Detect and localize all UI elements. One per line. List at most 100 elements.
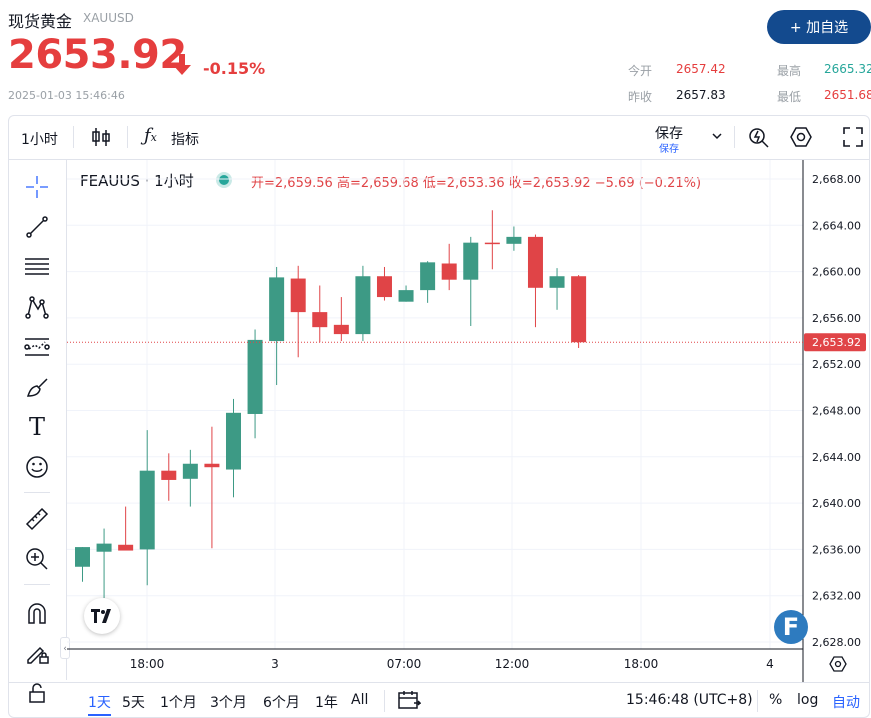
- legend-ohlc: 开=2,659.56 高=2,659.68 低=2,653.36 收=2,653…: [251, 172, 701, 191]
- low-label: 最低: [777, 90, 802, 104]
- candle-body: [398, 290, 414, 302]
- unlock-icon[interactable]: [22, 678, 52, 708]
- interval-selector[interactable]: 1小时: [21, 132, 58, 148]
- y-tick-label: 2,640.00: [812, 497, 861, 510]
- log-toggle[interactable]: log: [797, 692, 819, 708]
- brand-f-logo: F: [774, 610, 808, 644]
- last-price-label: 2,653.92: [812, 336, 861, 349]
- candle-body: [441, 263, 457, 280]
- candle-body: [312, 312, 328, 328]
- brush-icon[interactable]: [22, 372, 52, 402]
- range-5[interactable]: 1年: [315, 695, 338, 711]
- auto-scale-toggle[interactable]: 自动: [832, 695, 860, 711]
- candle-body: [333, 324, 349, 335]
- indicators-button[interactable]: 指标: [171, 132, 199, 148]
- change-percent: -0.15%: [203, 59, 266, 78]
- candles-icon[interactable]: [90, 126, 112, 152]
- down-arrow-icon: [172, 54, 192, 80]
- settings-icon[interactable]: [789, 125, 813, 153]
- chevron-down-icon[interactable]: [710, 128, 724, 147]
- y-tick-label: 2,656.00: [812, 312, 861, 325]
- tradingview-logo[interactable]: [84, 598, 120, 634]
- market-open-indicator: [219, 175, 229, 185]
- bottom-divider-v: [384, 690, 385, 712]
- candle-body: [506, 236, 522, 244]
- low-value: 2651.68: [824, 88, 871, 102]
- percent-toggle[interactable]: %: [769, 692, 783, 708]
- text-icon[interactable]: T: [28, 413, 45, 441]
- emoji-icon[interactable]: [22, 452, 52, 482]
- candle-body: [182, 463, 198, 479]
- y-tick-label: 2,632.00: [812, 590, 861, 603]
- candle-body: [269, 277, 285, 342]
- x-tick-label: 07:00: [387, 657, 422, 671]
- range-1[interactable]: 5天: [122, 695, 145, 711]
- bottom-divider-v: [757, 690, 758, 712]
- y-tick-label: 2,664.00: [812, 219, 861, 232]
- last-price: 2653.92: [8, 32, 187, 78]
- legend-high: 高=2,659.68: [336, 176, 419, 191]
- open-label: 今开: [628, 64, 653, 78]
- range-2[interactable]: 1个月: [160, 695, 197, 711]
- y-tick-label: 2,636.00: [812, 543, 861, 556]
- quick-search-icon[interactable]: [747, 125, 771, 153]
- y-tick-label: 2,652.00: [812, 358, 861, 371]
- high-label: 最高: [777, 64, 802, 78]
- candle-body: [376, 276, 392, 298]
- y-tick-label: 2,668.00: [812, 173, 861, 186]
- x-tick-label: 18:00: [624, 657, 659, 671]
- save-subtitle: 保存: [659, 144, 679, 155]
- candle-body: [75, 547, 90, 567]
- range-4[interactable]: 6个月: [263, 695, 300, 711]
- pattern-icon[interactable]: [22, 292, 52, 322]
- ruler-icon[interactable]: [22, 504, 52, 534]
- candle-body: [549, 276, 565, 288]
- legend-change: −5.69 (−0.21%): [594, 176, 702, 191]
- tool-divider: [24, 492, 50, 493]
- date-range-icon[interactable]: [397, 689, 422, 715]
- legend-close: 收=2,653.92: [508, 176, 591, 191]
- candle-body: [527, 236, 543, 288]
- candle-body: [420, 262, 436, 291]
- legend-low: 低=2,653.36: [422, 176, 505, 191]
- candle-body: [139, 470, 155, 550]
- candle-body: [290, 278, 306, 313]
- zoom-in-icon[interactable]: [22, 544, 52, 574]
- toolbar-divider-line: [9, 159, 869, 160]
- collapse-toolbar-icon[interactable]: ‹: [60, 637, 70, 659]
- last-price-badge: [804, 333, 866, 352]
- x-tick-label: 18:00: [130, 657, 165, 671]
- candle-body: [463, 242, 479, 280]
- lock-drawing-icon[interactable]: [22, 638, 52, 668]
- crosshair-icon[interactable]: [22, 172, 52, 202]
- fx-icon[interactable]: ƒx: [144, 125, 157, 146]
- y-tick-label: 2,648.00: [812, 405, 861, 418]
- toolbar-divider: [734, 126, 735, 148]
- toolbar-divider: [73, 126, 74, 148]
- candle-body: [96, 543, 112, 552]
- x-tick-label: 12:00: [495, 657, 530, 671]
- trend-line-icon[interactable]: [22, 212, 52, 242]
- series-title: FEAUUS · 1小时: [80, 172, 194, 190]
- range-6[interactable]: All: [351, 692, 369, 708]
- candle-body: [247, 339, 263, 414]
- x-tick-label: 3: [271, 657, 279, 671]
- horizontal-lines-icon[interactable]: [22, 252, 52, 282]
- axis-settings-icon[interactable]: [829, 655, 847, 677]
- y-tick-label: 2,644.00: [812, 451, 861, 464]
- magnet-icon[interactable]: [22, 598, 52, 628]
- range-3[interactable]: 3个月: [210, 695, 247, 711]
- add-watchlist-button[interactable]: + 加自选: [767, 10, 871, 44]
- candle-body: [118, 544, 134, 551]
- open-value: 2657.42: [676, 62, 726, 76]
- instrument-symbol: XAUUSD: [83, 11, 134, 25]
- candle-body: [204, 463, 220, 468]
- range-0[interactable]: 1天: [88, 692, 111, 716]
- fullscreen-icon[interactable]: [842, 126, 864, 152]
- candle-body: [161, 470, 177, 480]
- prediction-icon[interactable]: [22, 332, 52, 362]
- candle-body: [484, 242, 500, 245]
- save-button[interactable]: 保存: [655, 126, 683, 142]
- clock-timezone[interactable]: 15:46:48 (UTC+8): [626, 692, 753, 708]
